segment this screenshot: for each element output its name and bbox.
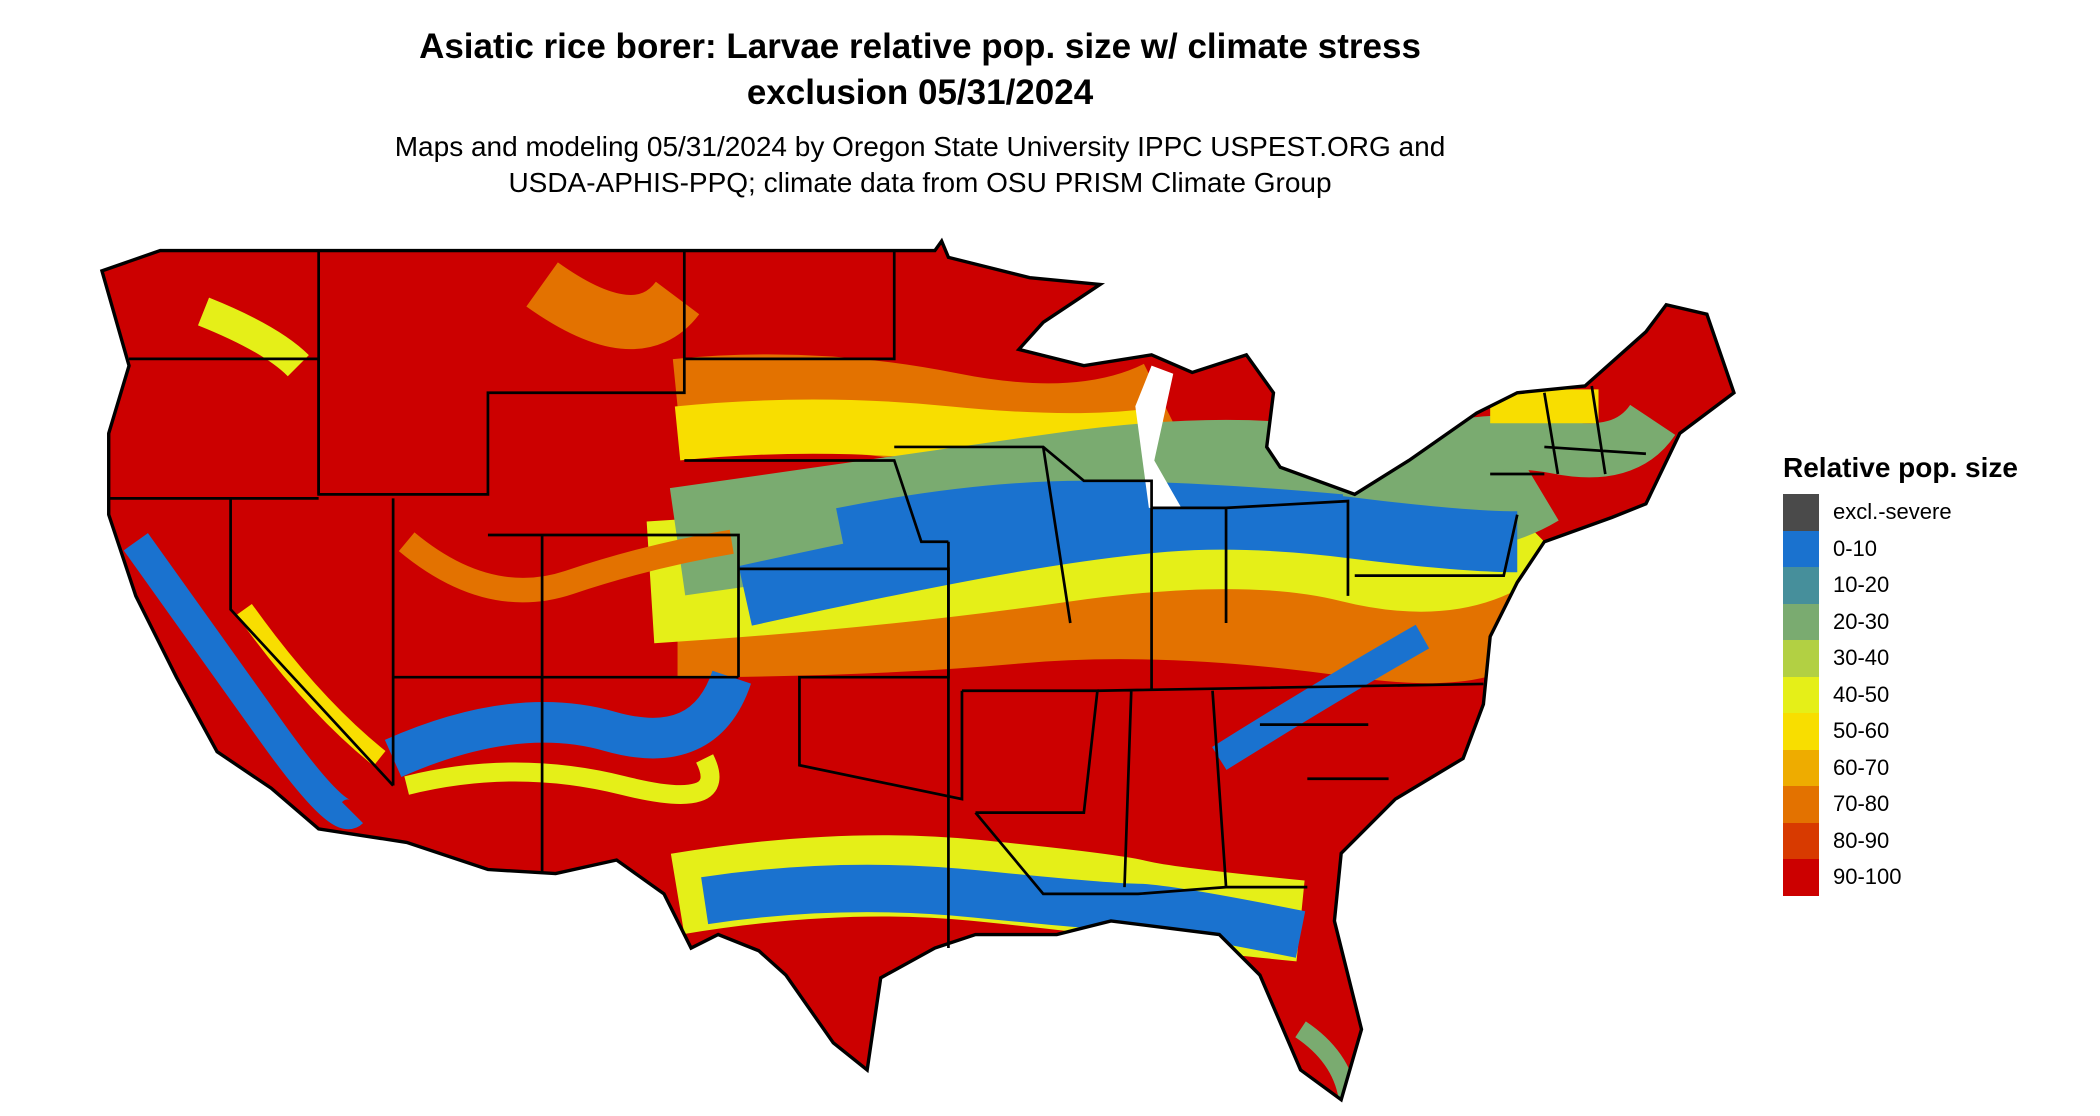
legend-item: excl.-severe [1783, 494, 2018, 531]
legend-label: 20-30 [1833, 608, 1890, 634]
legend-swatch [1783, 567, 1819, 604]
legend-swatch [1783, 749, 1819, 786]
state-borders [108, 250, 1647, 949]
legend-label: 10-20 [1833, 572, 1890, 598]
legend-swatch [1783, 713, 1819, 750]
legend-swatch [1783, 822, 1819, 859]
map-subtitle-line-1: Maps and modeling 05/31/2024 by Oregon S… [394, 131, 1446, 162]
legend-label: 50-60 [1833, 718, 1890, 744]
legend-item: 80-90 [1783, 822, 2018, 859]
legend-label: 0-10 [1833, 535, 1878, 561]
legend-label: 60-70 [1833, 754, 1890, 780]
legend-swatch [1783, 494, 1819, 531]
legend-label: 80-90 [1833, 827, 1890, 853]
map-subtitle-line-2: USDA-APHIS-PPQ; climate data from OSU PR… [508, 167, 1332, 198]
legend-label: 90-100 [1833, 864, 1902, 890]
lake-michigan [1135, 365, 1182, 508]
legend-swatch [1783, 640, 1819, 677]
legend-item: 0-10 [1783, 530, 2018, 567]
map-title-line-2: exclusion 05/31/2024 [746, 73, 1094, 112]
legend-label: excl.-severe [1833, 499, 1952, 525]
legend-swatch [1783, 676, 1819, 713]
legend-item: 50-60 [1783, 713, 2018, 750]
legend-item: 10-20 [1783, 567, 2018, 604]
legend: Relative pop. size excl.-severe 0-10 10-20… [1783, 452, 2018, 896]
legend-item: 30-40 [1783, 640, 2018, 677]
legend-label: 40-50 [1833, 681, 1890, 707]
legend-item: 90-100 [1783, 859, 2018, 896]
legend-swatch [1783, 859, 1819, 896]
legend-label: 30-40 [1833, 645, 1890, 671]
legend-item: 40-50 [1783, 676, 2018, 713]
legend-item: 20-30 [1783, 603, 2018, 640]
legend-title: Relative pop. size [1783, 452, 2018, 483]
map-title-line-1: Asiatic rice borer: Larvae relative pop.… [419, 27, 1421, 66]
legend-item: 60-70 [1783, 749, 2018, 786]
legend-swatch [1783, 786, 1819, 823]
legend-item: 70-80 [1783, 786, 2018, 823]
legend-swatch [1783, 603, 1819, 640]
legend-label: 70-80 [1833, 791, 1890, 817]
legend-swatch [1783, 530, 1819, 567]
legend-items: excl.-severe 0-10 10-20 20-30 30-40 40-50 50-6… [1783, 494, 2018, 896]
